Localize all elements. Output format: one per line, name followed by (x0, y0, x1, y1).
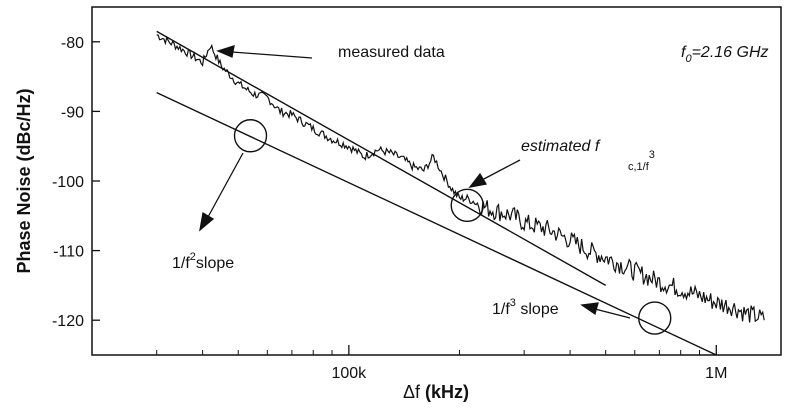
series-layer (156, 30, 765, 355)
label-1f3-prefix: 1/f (492, 301, 510, 318)
arrow-1f3 (594, 308, 631, 319)
label-f0-sub: 0 (685, 53, 692, 65)
label-estimated-sub: c,1/f (628, 161, 650, 173)
label-estimated-sup: 3 (649, 149, 655, 161)
label-1f2-prefix: 1/f (172, 255, 190, 272)
arrow-estimated (481, 159, 521, 181)
y-tick-label: -100 (52, 174, 84, 191)
label-1f3-slope: 1/f3 slope (492, 297, 559, 318)
arrow-estimated-head (468, 172, 488, 188)
arrow-1f2-head (199, 211, 215, 232)
circle-1f2 (233, 119, 268, 153)
y-tick-label: -110 (53, 244, 84, 261)
label-f0-f: f (681, 44, 687, 61)
label-1f2-sup: 2 (190, 251, 196, 263)
series-1-f3-slope (156, 30, 607, 287)
x-tick-label: 1M (705, 365, 727, 382)
arrow-measured (231, 51, 313, 59)
x-tick-label: 100k (331, 365, 367, 382)
circle-corner (450, 188, 484, 223)
axis-ticks: -80 -90 -100 -110 -120 100k 1M (52, 35, 727, 382)
label-estimated: estimated f (521, 138, 601, 155)
y-tick-label: -120 (52, 313, 84, 330)
circle-1f3 (638, 301, 672, 335)
x-axis-title-delta: Δf (403, 382, 421, 402)
y-axis-title: Phase Noise (dBc/Hz) (14, 88, 34, 273)
label-estimated-subsup: c,1/f3 (628, 149, 655, 173)
label-1f2-slope: 1/f2slope (172, 251, 234, 272)
label-f0-value: =2.16 GHz (692, 44, 769, 61)
x-axis-title: Δf (kHz) (403, 382, 469, 402)
label-1f3-sup: 3 (510, 297, 516, 309)
x-axis-title-text: (kHz) (425, 382, 469, 402)
label-1f3-suffix: slope (516, 301, 559, 318)
annotation-circles (233, 119, 672, 335)
series-1-f2-slope (156, 91, 717, 355)
y-tick-label: -90 (61, 104, 84, 121)
y-tick-label: -80 (61, 35, 84, 52)
arrow-measured-head (216, 45, 235, 58)
arrow-1f2 (207, 152, 244, 218)
arrow-1f3-head (580, 302, 599, 316)
annotation-arrows (199, 45, 631, 319)
label-f0: f0=2.16 GHz (681, 44, 769, 65)
label-measured-data: measured data (338, 44, 445, 61)
label-1f2-suffix: slope (196, 255, 234, 272)
series-measured-data (156, 34, 765, 323)
